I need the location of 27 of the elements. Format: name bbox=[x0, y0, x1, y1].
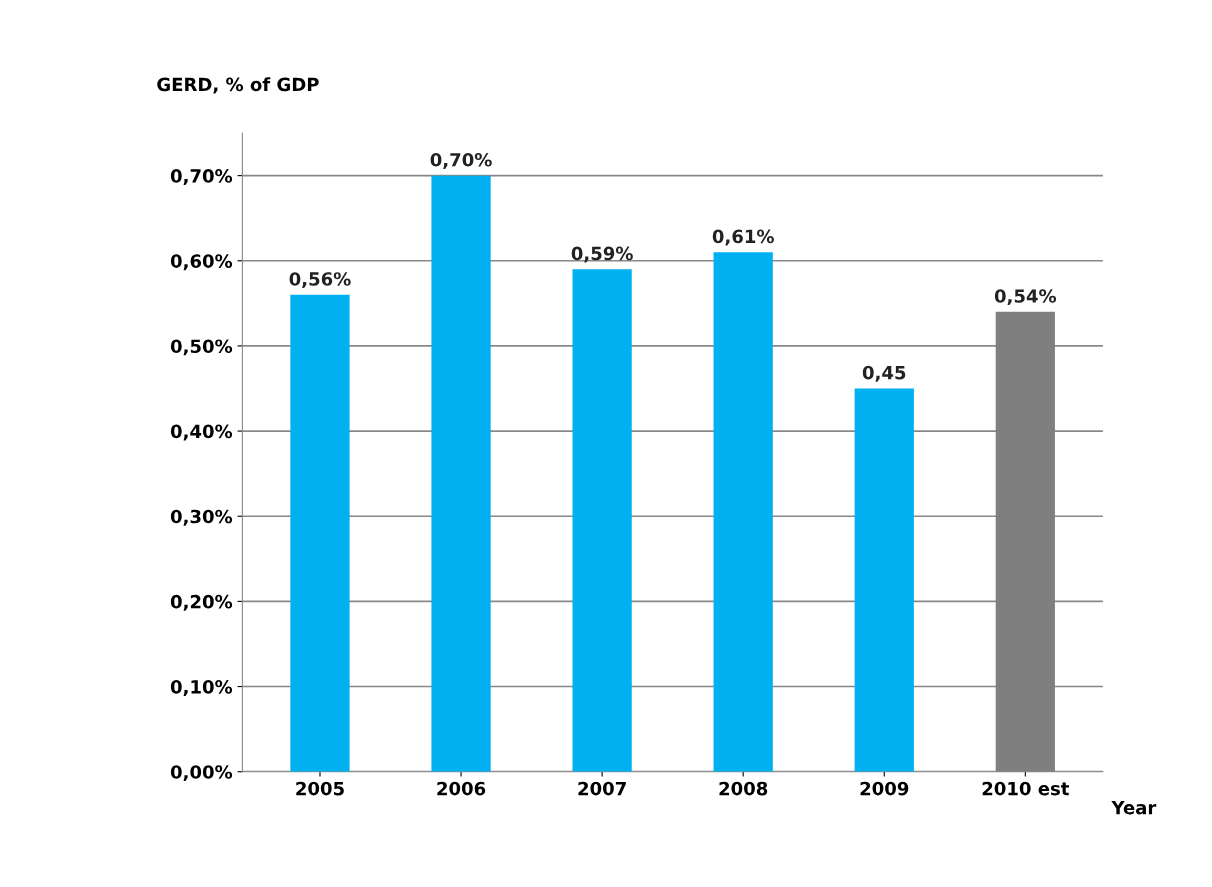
y-tick-label: 0,10% bbox=[170, 680, 233, 696]
data-label: 0,59% bbox=[571, 246, 633, 263]
x-tick-label: 2005 bbox=[296, 781, 344, 796]
data-label: 0,54% bbox=[994, 289, 1057, 306]
x-tick-label: 2009 bbox=[860, 781, 909, 796]
bar bbox=[290, 294, 350, 772]
y-tick-label: 0,40% bbox=[170, 424, 233, 441]
bar bbox=[854, 388, 914, 772]
bar bbox=[431, 175, 491, 772]
x-axis-title: Year bbox=[1111, 800, 1157, 815]
y-tick-label: 0,00% bbox=[170, 765, 233, 782]
data-label: 0,70% bbox=[430, 152, 492, 169]
y-tick-label: 0,70% bbox=[170, 169, 233, 186]
bar bbox=[572, 269, 632, 772]
x-tick-label: 2007 bbox=[578, 781, 626, 796]
y-tick-label: 0,30% bbox=[170, 509, 233, 526]
data-label: 0,45 bbox=[862, 365, 906, 382]
x-tick-label: 2010 est bbox=[982, 781, 1069, 796]
x-tick-label: 2006 bbox=[437, 781, 486, 796]
y-tick-label: 0,60% bbox=[170, 254, 233, 271]
data-label: 0,56% bbox=[289, 272, 351, 289]
y-axis-title: GERD, % of GDP bbox=[157, 77, 319, 94]
bar bbox=[713, 252, 773, 772]
y-tick-label: 0,50% bbox=[170, 339, 233, 356]
x-tick-label: 2008 bbox=[719, 781, 768, 796]
y-tick-label: 0,20% bbox=[170, 594, 233, 611]
data-label: 0,61% bbox=[712, 229, 774, 246]
